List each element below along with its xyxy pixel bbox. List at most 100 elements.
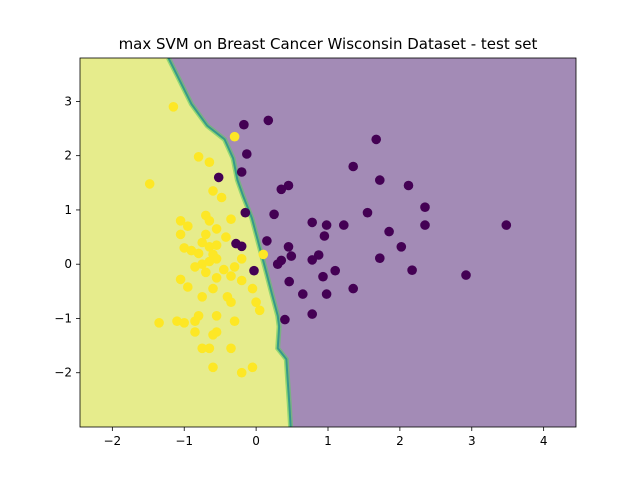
point-class-1 xyxy=(208,330,218,340)
y-tick-label: 1 xyxy=(64,203,72,217)
point-class-0 xyxy=(403,180,414,191)
point-class-0 xyxy=(240,207,251,218)
point-class-1 xyxy=(183,221,193,231)
point-class-1 xyxy=(208,362,218,373)
point-class-0 xyxy=(420,220,430,230)
point-class-0 xyxy=(375,175,385,185)
point-class-1 xyxy=(211,240,222,250)
point-class-1 xyxy=(211,273,222,283)
point-class-1 xyxy=(229,262,240,272)
point-class-1 xyxy=(204,343,215,354)
point-class-0 xyxy=(298,289,308,299)
point-class-0 xyxy=(362,207,373,218)
point-class-0 xyxy=(313,250,324,260)
point-class-1 xyxy=(197,292,207,302)
point-class-0 xyxy=(321,220,332,230)
point-class-1 xyxy=(183,282,193,292)
point-class-0 xyxy=(236,167,247,177)
point-class-0 xyxy=(407,265,417,276)
point-class-1 xyxy=(221,232,231,242)
point-class-1 xyxy=(211,311,222,321)
point-class-1 xyxy=(247,283,258,294)
chart-title: max SVM on Breast Cancer Wisconsin Datas… xyxy=(119,35,538,53)
point-class-1 xyxy=(168,102,179,112)
point-class-0 xyxy=(283,242,294,252)
x-tick-label: 4 xyxy=(540,434,548,448)
point-class-0 xyxy=(348,283,359,294)
point-class-1 xyxy=(258,249,269,260)
point-class-1 xyxy=(236,367,247,378)
point-class-1 xyxy=(229,316,240,327)
decision-boundary xyxy=(167,58,292,427)
point-class-1 xyxy=(211,224,222,234)
point-class-1 xyxy=(211,253,222,264)
y-tick-label: −2 xyxy=(54,366,72,380)
x-tick-label: 3 xyxy=(468,434,476,448)
point-class-0 xyxy=(307,255,318,265)
point-class-0 xyxy=(501,220,512,230)
point-class-1 xyxy=(186,245,197,256)
point-class-1 xyxy=(251,297,261,308)
point-class-0 xyxy=(348,161,359,172)
point-class-0 xyxy=(269,209,279,220)
point-class-0 xyxy=(280,314,290,325)
point-class-1 xyxy=(226,214,236,224)
x-tick-label: 2 xyxy=(396,434,404,448)
point-class-1 xyxy=(154,318,164,328)
y-tick-label: 0 xyxy=(64,257,72,271)
y-axis: −2 −1 0 1 2 3 xyxy=(54,94,80,380)
point-class-1 xyxy=(247,362,258,373)
point-class-1 xyxy=(190,316,200,327)
point-class-0 xyxy=(384,226,394,237)
point-class-0 xyxy=(272,259,283,270)
point-class-1 xyxy=(236,275,247,286)
point-class-1 xyxy=(216,192,227,203)
point-class-0 xyxy=(330,265,341,276)
x-tick-label: −2 xyxy=(103,434,121,448)
point-class-1 xyxy=(204,216,215,226)
point-class-1 xyxy=(208,186,218,196)
point-class-1 xyxy=(226,297,236,308)
point-class-1 xyxy=(144,179,155,189)
point-class-1 xyxy=(190,327,200,337)
point-class-0 xyxy=(236,241,247,252)
point-class-1 xyxy=(201,267,211,278)
x-tick-label: −1 xyxy=(175,434,193,448)
point-class-0 xyxy=(242,149,252,159)
point-class-1 xyxy=(204,157,215,167)
point-class-1 xyxy=(193,152,204,162)
point-class-1 xyxy=(190,262,200,272)
point-class-1 xyxy=(201,229,211,240)
x-axis: −2 −1 0 1 2 3 4 xyxy=(103,427,547,448)
point-class-1 xyxy=(197,343,207,354)
point-class-1 xyxy=(175,274,186,285)
y-tick-label: 2 xyxy=(64,149,72,163)
point-class-0 xyxy=(213,172,224,183)
point-class-1 xyxy=(179,243,189,253)
point-class-1 xyxy=(197,237,207,248)
decision-regions xyxy=(80,58,576,427)
scatter-points xyxy=(144,102,512,378)
point-class-0 xyxy=(307,309,318,319)
point-class-0 xyxy=(286,251,297,261)
point-class-0 xyxy=(319,231,330,241)
x-tick-label: 0 xyxy=(252,434,260,448)
point-class-0 xyxy=(396,242,407,252)
point-class-1 xyxy=(254,305,265,316)
point-class-1 xyxy=(179,318,189,328)
point-class-0 xyxy=(318,271,328,282)
point-class-0 xyxy=(461,270,471,280)
point-class-1 xyxy=(193,248,204,259)
point-class-0 xyxy=(307,217,318,228)
point-class-0 xyxy=(321,289,332,299)
point-class-0 xyxy=(420,202,430,212)
point-class-1 xyxy=(175,216,186,226)
point-class-0 xyxy=(263,115,274,126)
point-class-0 xyxy=(284,276,295,287)
point-class-0 xyxy=(375,253,385,263)
point-class-0 xyxy=(339,220,349,230)
x-tick-label: 1 xyxy=(324,434,332,448)
point-class-1 xyxy=(226,271,236,281)
point-class-1 xyxy=(204,242,215,252)
